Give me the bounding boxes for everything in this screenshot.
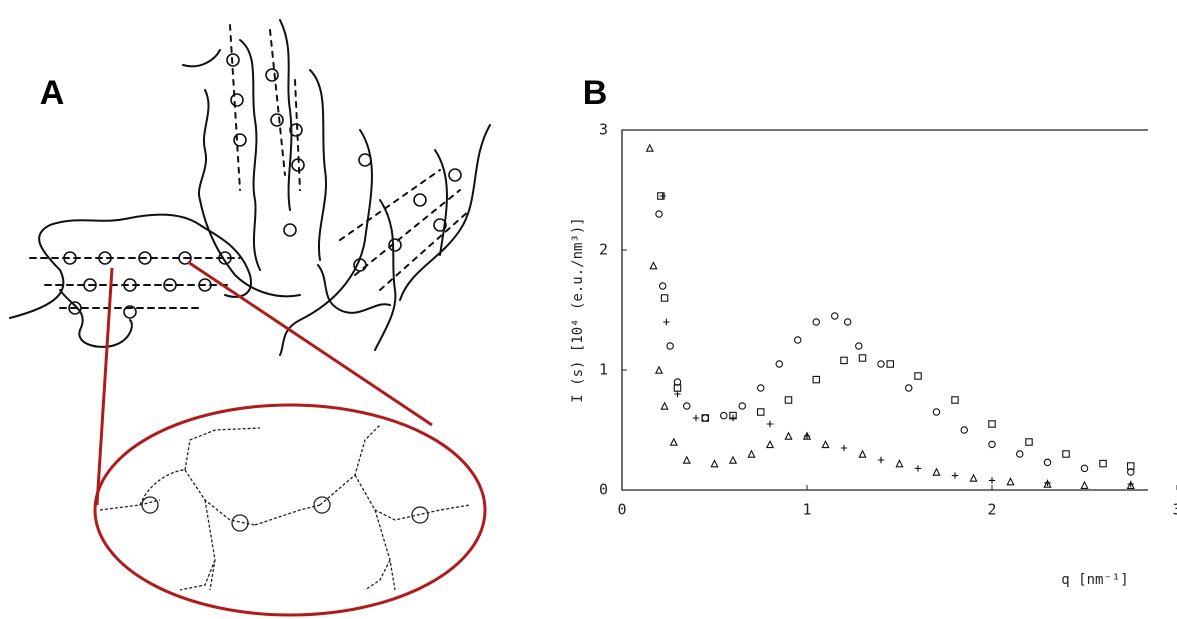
data-point (1025, 438, 1033, 446)
x-tick-label: 1 (802, 501, 811, 519)
data-point (784, 431, 793, 440)
data-point (654, 365, 664, 374)
data-point (821, 439, 830, 449)
data-point (765, 439, 775, 449)
data-point (858, 449, 867, 458)
data-point (951, 396, 959, 404)
data-point (1127, 480, 1134, 488)
data-point (932, 467, 941, 476)
data-point (886, 360, 894, 368)
data-point (738, 402, 746, 410)
y-tick-label: 3 (599, 121, 608, 139)
data-point (988, 420, 996, 428)
y-tick-label: 1 (599, 361, 608, 379)
data-point (659, 192, 666, 200)
data-point (904, 384, 913, 392)
data-point (877, 360, 885, 368)
data-point (701, 414, 709, 422)
data-point (951, 472, 959, 479)
y-axis-label: I (s) [10⁴ (e.u./nm³)] (570, 217, 586, 402)
data-point (701, 414, 709, 422)
data-point (660, 401, 669, 410)
data-point (803, 432, 811, 440)
data-point (655, 210, 663, 218)
data-point (1099, 459, 1107, 468)
data-point (988, 477, 996, 484)
data-point (1006, 477, 1015, 486)
data-point (877, 456, 885, 464)
y-tick-label: 0 (599, 481, 608, 499)
data-point (914, 372, 922, 380)
data-point (747, 449, 756, 458)
data-point (775, 360, 783, 368)
x-tick-label: 0 (617, 501, 626, 519)
data-point (988, 440, 996, 449)
data-point (969, 473, 978, 482)
data-point (692, 414, 700, 422)
axis-frame (621, 129, 1148, 491)
data-point (682, 455, 691, 464)
x-tick-label: 2 (987, 501, 996, 519)
data-point (858, 354, 867, 362)
data-point (673, 384, 682, 392)
data-point (1043, 479, 1052, 488)
data-point (645, 143, 654, 152)
data-point (932, 408, 941, 416)
x-axis-label: q [nm⁻¹] (1061, 572, 1128, 588)
data-point (756, 384, 765, 392)
data-point (669, 437, 678, 446)
data-point (682, 402, 691, 410)
data-point (914, 465, 922, 472)
data-point (1080, 464, 1089, 473)
data-point (1127, 462, 1135, 470)
data-point (843, 318, 852, 326)
data-point (728, 455, 738, 464)
data-point (1080, 480, 1089, 489)
data-point (663, 318, 670, 326)
data-point (729, 414, 737, 422)
data-point (1044, 479, 1051, 486)
panel-label: B (583, 74, 608, 112)
data-point (710, 459, 719, 468)
data-point (1126, 480, 1135, 489)
data-point (658, 282, 667, 290)
data-point (674, 390, 681, 398)
schematic (9, 19, 491, 617)
data-point (666, 342, 674, 350)
data-point (719, 411, 728, 420)
y-tick-label: 2 (599, 241, 608, 259)
data-point (673, 378, 682, 386)
data-point (766, 420, 774, 428)
x-tick-label: 3 (1172, 501, 1177, 519)
data-point (840, 356, 848, 365)
data-point (855, 342, 863, 350)
data-point (812, 375, 820, 384)
data-point (960, 426, 968, 434)
data-point (812, 318, 820, 326)
data-point (793, 336, 802, 344)
data-point (1015, 450, 1024, 458)
data-point (1127, 468, 1135, 476)
data-point (1043, 458, 1052, 467)
data-point (784, 396, 793, 404)
panel-label: A (40, 74, 65, 112)
data-point (830, 312, 839, 320)
data-point (756, 408, 765, 416)
data-point (895, 459, 904, 468)
plot: q [nm⁻¹] I (s) [10⁴ (e.u./nm³)] 0 1 2 3 0 1 2 3 (570, 121, 1177, 588)
data-point (660, 294, 669, 302)
data-point (840, 444, 848, 452)
data-point (649, 261, 658, 270)
data-point (1062, 450, 1070, 458)
